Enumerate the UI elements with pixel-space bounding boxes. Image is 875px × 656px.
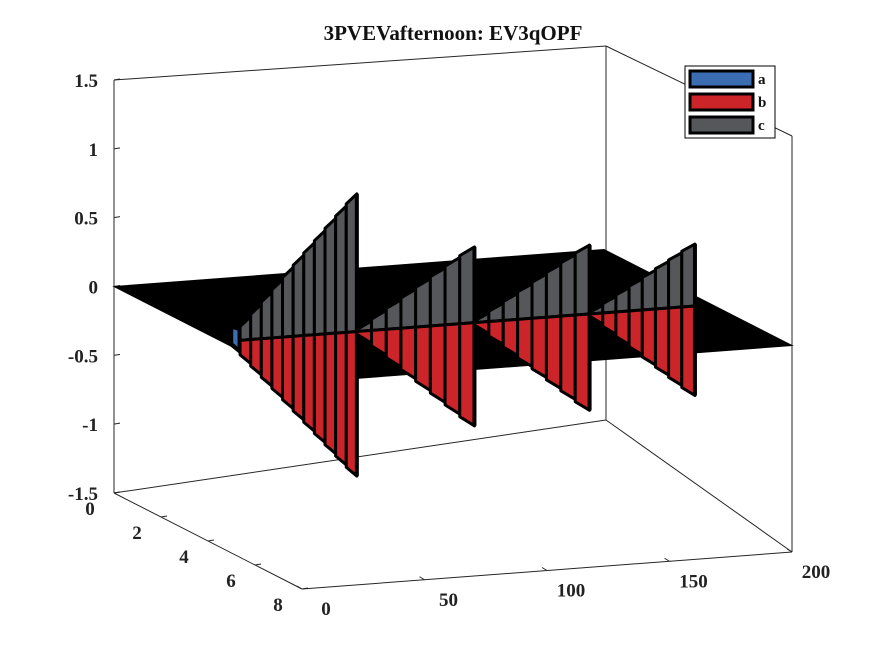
z-tick-label: 1.5 [74, 71, 98, 92]
x-tick-label: 150 [679, 571, 708, 592]
y-tick-label: 2 [132, 523, 142, 544]
series-c-panel [559, 253, 577, 318]
series-b-panel [259, 336, 274, 388]
series-c-panel [530, 272, 548, 320]
series-b-panel [653, 306, 671, 377]
y-tick-label: 8 [273, 595, 283, 616]
y-tick-mark [113, 491, 121, 494]
chart-title: 3PVEVafternoon: EV3qOPF [324, 21, 583, 45]
z-tick-label: -1.5 [68, 484, 98, 505]
series-a-panel [230, 325, 241, 354]
z-tick-label: 1 [89, 140, 99, 161]
x-tick-label: 50 [439, 590, 458, 611]
series-c-panel [302, 241, 316, 338]
series-b-panel [640, 307, 657, 367]
series-c-panel [627, 277, 644, 313]
series-b-panel [516, 316, 534, 368]
y-tick-label: 0 [85, 499, 95, 520]
series-b-panel [399, 325, 418, 381]
z-tick-mark [113, 78, 121, 81]
legend: abc [684, 65, 776, 139]
x-tick-mark [786, 548, 793, 553]
series-b-panel [414, 324, 432, 393]
x-tick-mark [419, 576, 425, 581]
series-c-panel [270, 278, 285, 340]
series-b-panel [281, 334, 295, 411]
z-tick-label: 0.5 [74, 209, 98, 230]
x-tick-label: 200 [802, 562, 831, 583]
axis-back-top [113, 45, 607, 81]
series-b-panel [312, 332, 327, 444]
axis-back-bottom [113, 419, 607, 494]
legend-label: a [758, 72, 766, 88]
legend-label: b [758, 95, 766, 111]
y-tick-label: 4 [179, 547, 189, 568]
series-c-panel [428, 266, 447, 328]
series-c-panel [312, 229, 327, 337]
series-c-panel [640, 268, 657, 312]
series-c-panel [399, 287, 418, 330]
series-c-panel [516, 282, 534, 321]
series-c-panel [458, 245, 476, 326]
series-b-panel [291, 334, 306, 422]
series-b-panel [458, 321, 476, 428]
series-c-panel [323, 216, 338, 336]
series-b-panel [627, 308, 644, 357]
legend-swatch [688, 69, 755, 89]
series-b-panel [249, 337, 263, 377]
series-c-panel [291, 253, 306, 338]
series-b-panel [334, 330, 348, 467]
axis-back-floor [605, 419, 793, 553]
series-b-panel [443, 322, 462, 416]
z-tick-label: -1 [82, 415, 98, 436]
x-tick-mark [664, 557, 670, 562]
series-b-panel [667, 305, 684, 387]
series-c-panel [281, 266, 295, 339]
series-b-panel [573, 312, 592, 412]
legend-label: c [758, 118, 765, 134]
series-b-panel [559, 313, 577, 401]
series-c-panel [414, 277, 432, 329]
z-tick-mark [113, 353, 121, 356]
series-b-panel [323, 331, 338, 456]
x-tick-label: 0 [321, 599, 331, 620]
series-c-panel [667, 251, 684, 310]
series-b-panel [238, 338, 253, 366]
z-tick-mark [113, 422, 121, 425]
z-tick-mark [113, 147, 121, 150]
series-c-panel [443, 256, 462, 327]
z-tick-mark [113, 216, 121, 219]
series-c-panel [573, 243, 592, 317]
x-tick-label: 100 [557, 581, 586, 602]
series-b-panel [544, 314, 563, 390]
series-b-panel [530, 315, 548, 379]
y-tick-mark [254, 563, 262, 566]
z-tick-label: -0.5 [68, 346, 98, 367]
y-tick-mark [301, 587, 309, 590]
series-b-panel [270, 335, 285, 399]
legend-swatch [688, 115, 755, 135]
series-c-panel [334, 204, 348, 335]
series-c-panel [544, 262, 563, 319]
series-b-panel [428, 323, 447, 404]
series-c-panel [653, 260, 671, 311]
data-layer [112, 192, 794, 478]
y-tick-mark [160, 515, 168, 518]
series-c-panel [259, 290, 274, 341]
series-b-panel [614, 309, 631, 347]
y-tick-mark [207, 539, 215, 542]
x-tick-mark [296, 585, 303, 590]
y-tick-label: 6 [226, 571, 236, 592]
legend-swatch [688, 92, 755, 112]
z-tick-label: 0 [89, 278, 99, 299]
series-b-panel [302, 333, 316, 433]
x-tick-mark [541, 567, 548, 571]
